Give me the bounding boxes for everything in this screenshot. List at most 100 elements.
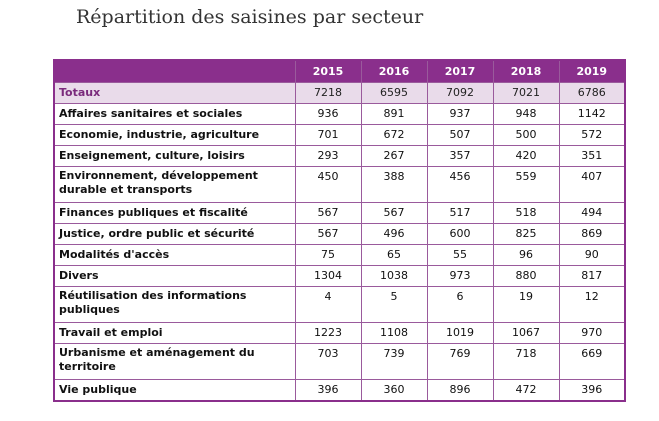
table-cell: 388 — [360, 166, 428, 203]
table-cell: 396 — [558, 379, 626, 401]
table-cell: 769 — [426, 343, 494, 380]
table-cell: 351 — [558, 145, 626, 167]
table-cell: 6786 — [558, 82, 626, 104]
row-label: Urbanisme et aménagement du territoire — [53, 343, 296, 380]
table-cell: 891 — [360, 103, 428, 125]
table-cell: 880 — [492, 265, 560, 287]
row-label: Vie publique — [53, 379, 296, 401]
table-cell: 1038 — [360, 265, 428, 287]
table-cell: 494 — [558, 202, 626, 224]
column-header: 2019 — [558, 59, 626, 83]
table-cell: 739 — [360, 343, 428, 380]
table-cell: 6595 — [360, 82, 428, 104]
table-cell: 718 — [492, 343, 560, 380]
table-cell: 567 — [294, 223, 362, 245]
row-label: Enseignement, culture, loisirs — [53, 145, 296, 167]
table-cell: 703 — [294, 343, 362, 380]
table-cell: 407 — [558, 166, 626, 203]
table-row: Finances publiques et fiscalité 567 567 517… — [53, 202, 626, 224]
table-row: Environnement, développement durable et … — [53, 166, 626, 203]
table-cell: 701 — [294, 124, 362, 146]
table-cell: 472 — [492, 379, 560, 401]
column-header: 2017 — [426, 59, 494, 83]
table-cell: 817 — [558, 265, 626, 287]
row-label: Affaires sanitaires et sociales — [53, 103, 296, 125]
table-cell: 1108 — [360, 322, 428, 344]
table-cell: 937 — [426, 103, 494, 125]
table-row: Justice, ordre public et sécurité 567 496 6… — [53, 223, 626, 245]
column-header — [53, 59, 295, 83]
row-label: Justice, ordre public et sécurité — [53, 223, 296, 245]
table-row: Divers 1304 1038 973 880 817 — [53, 265, 626, 287]
table-row: Modalités d'accès 75 65 55 96 90 — [53, 244, 626, 266]
table-cell: 6 — [426, 286, 494, 323]
row-label: Travail et emploi — [53, 322, 296, 344]
table-cell: 517 — [426, 202, 494, 224]
table-cell: 567 — [360, 202, 428, 224]
table-cell: 973 — [426, 265, 494, 287]
table-cell: 7021 — [492, 82, 560, 104]
row-label: Modalités d'accès — [53, 244, 296, 266]
table-cell: 507 — [426, 124, 494, 146]
table-cell: 19 — [492, 286, 560, 323]
table-cell: 360 — [360, 379, 428, 401]
table-row: Affaires sanitaires et sociales 936 891 937… — [53, 103, 626, 125]
table-cell: 396 — [294, 379, 362, 401]
table-cell: 1019 — [426, 322, 494, 344]
table-cell: 456 — [426, 166, 494, 203]
table-cell: 948 — [492, 103, 560, 125]
table-cell: 267 — [360, 145, 428, 167]
table-cell: 825 — [492, 223, 560, 245]
row-label: Divers — [53, 265, 296, 287]
table-cell: 5 — [360, 286, 428, 323]
table-cell: 4 — [294, 286, 362, 323]
table-cell: 55 — [426, 244, 494, 266]
table-cell: 65 — [360, 244, 428, 266]
table-cell: 669 — [558, 343, 626, 380]
table-cell: 293 — [294, 145, 362, 167]
table-cell: 869 — [558, 223, 626, 245]
table-cell: 1223 — [294, 322, 362, 344]
table-row: Vie publique 396 360 896 472 396 — [53, 379, 626, 401]
table-cell: 1067 — [492, 322, 560, 344]
table-cell: 96 — [492, 244, 560, 266]
column-header: 2015 — [294, 59, 362, 83]
table-cell: 600 — [426, 223, 494, 245]
table-cell: 450 — [294, 166, 362, 203]
table-cell: 90 — [558, 244, 626, 266]
totals-row: Totaux 7218 6595 7092 7021 6786 — [53, 82, 626, 104]
table-cell: 1142 — [558, 103, 626, 125]
table-row: Enseignement, culture, loisirs 293 267 357 4… — [53, 145, 626, 167]
table-cell: 559 — [492, 166, 560, 203]
row-label: Environnement, développement durable et … — [53, 166, 296, 203]
table-cell: 518 — [492, 202, 560, 224]
table-cell: 357 — [426, 145, 494, 167]
table-row: Economie, industrie, agriculture 701 672 50… — [53, 124, 626, 146]
sector-table: 2015 2016 2017 2018 2019 Totaux 7218 6595 7… — [53, 59, 626, 402]
table-cell: 1304 — [294, 265, 362, 287]
table-cell: 970 — [558, 322, 626, 344]
table-row: Réutilisation des informations publiques… — [53, 286, 626, 323]
row-label: Totaux — [53, 82, 296, 104]
row-label: Réutilisation des informations publiques — [53, 286, 296, 323]
table-cell: 896 — [426, 379, 494, 401]
table-cell: 12 — [558, 286, 626, 323]
table-cell: 420 — [492, 145, 560, 167]
table-row: Travail et emploi 1223 1108 1019 1067 970 — [53, 322, 626, 344]
table-cell: 567 — [294, 202, 362, 224]
table-cell: 936 — [294, 103, 362, 125]
table-cell: 500 — [492, 124, 560, 146]
column-header: 2018 — [492, 59, 560, 83]
table-cell: 496 — [360, 223, 428, 245]
page-title: Répartition des saisines par secteur — [76, 6, 424, 28]
row-label: Economie, industrie, agriculture — [53, 124, 296, 146]
table-cell: 7092 — [426, 82, 494, 104]
table-cell: 75 — [294, 244, 362, 266]
table-row: Urbanisme et aménagement du territoire 70… — [53, 343, 626, 380]
table-cell: 7218 — [294, 82, 362, 104]
table-cell: 672 — [360, 124, 428, 146]
row-label: Finances publiques et fiscalité — [53, 202, 296, 224]
table-cell: 572 — [558, 124, 626, 146]
table-header-row: 2015 2016 2017 2018 2019 — [53, 59, 626, 83]
column-header: 2016 — [360, 59, 428, 83]
